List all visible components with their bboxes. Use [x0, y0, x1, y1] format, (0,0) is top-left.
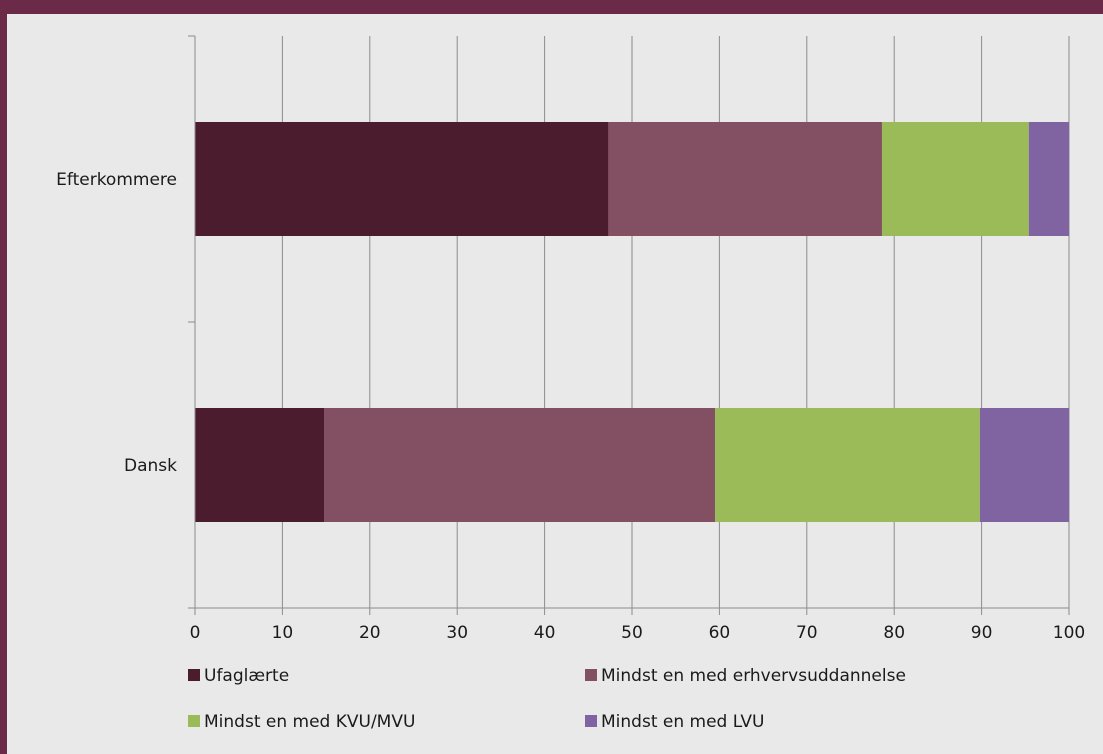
legend-label-0: Ufaglærte — [204, 666, 289, 686]
x-tick-label-70: 70 — [796, 623, 818, 643]
x-tick-labels: 0 10 20 30 40 50 60 70 80 90 100 — [190, 623, 1086, 643]
x-tick-label-80: 80 — [883, 623, 905, 643]
x-tick-label-100: 100 — [1053, 623, 1085, 643]
category-label-dansk: Dansk — [124, 456, 177, 476]
x-tick-label-60: 60 — [709, 623, 731, 643]
gridlines — [281, 36, 1070, 608]
bar-dansk-1 — [324, 408, 716, 522]
bar-efterkommere-0 — [195, 122, 609, 236]
legend-label-2: Mindst en med KVU/MVU — [204, 712, 415, 732]
axes — [188, 35, 1070, 615]
bar-dansk-2 — [715, 408, 980, 522]
x-tick-label-20: 20 — [359, 623, 381, 643]
bar-efterkommere-1 — [608, 122, 882, 236]
bar-dansk-3 — [979, 408, 1069, 522]
legend-label-1: Mindst en med erhvervsuddannelse — [601, 666, 906, 686]
bars — [195, 122, 1069, 522]
x-tick-label-40: 40 — [534, 623, 556, 643]
stacked-bar-chart: 0 10 20 30 40 50 60 70 80 90 100 Efterkommere Dansk… — [56, 35, 1086, 732]
x-tick-label-90: 90 — [971, 623, 993, 643]
legend-swatch-1 — [585, 669, 597, 681]
legend-swatch-2 — [188, 715, 200, 727]
legend-swatch-3 — [585, 715, 597, 727]
x-tick-label-30: 30 — [446, 623, 468, 643]
category-labels: Efterkommere Dansk — [56, 170, 177, 476]
category-label-efterkommere: Efterkommere — [56, 170, 177, 190]
legend-label-3: Mindst en med LVU — [601, 712, 764, 732]
x-tick-label-10: 10 — [272, 623, 294, 643]
legend: Ufaglærte Mindst en med erhvervsuddannels… — [188, 666, 906, 732]
chart-panel: 0 10 20 30 40 50 60 70 80 90 100 Efterkommere Dansk… — [7, 14, 1103, 754]
bar-dansk-0 — [195, 408, 325, 522]
bar-efterkommere-2 — [881, 122, 1029, 236]
x-tick-label-0: 0 — [190, 623, 201, 643]
x-tick-label-50: 50 — [621, 623, 643, 643]
bar-efterkommere-3 — [1028, 122, 1069, 236]
legend-swatch-0 — [188, 669, 200, 681]
